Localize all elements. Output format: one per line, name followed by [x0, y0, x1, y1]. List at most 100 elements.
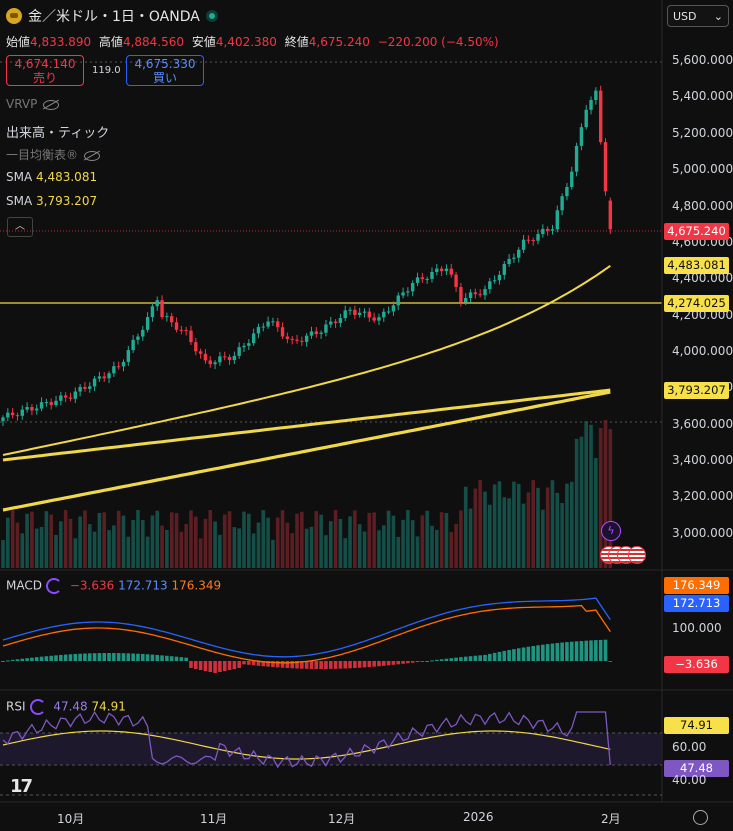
macd-histogram-bar	[54, 655, 58, 661]
macd-histogram-bar	[295, 661, 299, 669]
macd-legend[interactable]: MACD −3.636 172.713 176.349	[6, 578, 221, 594]
lightning-icon[interactable]: ϟ	[601, 521, 621, 541]
macd-histogram-bar	[608, 661, 613, 662]
macd-histogram-bar	[338, 661, 343, 669]
macd-histogram-bar	[68, 654, 73, 661]
macd-histogram-bar	[83, 653, 87, 661]
market-open-icon	[205, 10, 218, 22]
buy-button[interactable]: 4,675.330 買い	[126, 55, 204, 86]
candle-body	[492, 280, 497, 282]
sell-button[interactable]: 4,674.140 売り	[6, 55, 84, 86]
sell-label: 売り	[32, 71, 57, 85]
close-label: 終値	[284, 35, 309, 49]
candle-body	[179, 329, 184, 331]
sma-indicator-2[interactable]: SMA 3,793.207	[6, 194, 97, 208]
macd-histogram-bar	[247, 661, 251, 665]
vrvp-indicator[interactable]: VRVP	[6, 97, 60, 111]
rsi-legend[interactable]: RSI 47.48 74.91	[6, 699, 126, 715]
symbol-title: 金／米ドル・1日・OANDA	[28, 9, 200, 25]
volume-bar	[372, 512, 376, 568]
macd-histogram-bar	[468, 656, 473, 661]
macd-histogram-bar	[314, 661, 319, 669]
candle-body	[261, 326, 265, 328]
candle-body	[507, 258, 511, 265]
macd-histogram-bar	[531, 646, 535, 661]
eye-hidden-icon[interactable]	[43, 99, 60, 110]
candle-body	[256, 326, 261, 334]
candle-body	[594, 90, 598, 101]
candle-body	[449, 268, 453, 275]
candle-body	[348, 309, 352, 311]
candle-body	[536, 234, 540, 241]
volume-bar	[39, 526, 44, 568]
macd-histogram-bar	[430, 660, 434, 662]
candle-body	[271, 321, 275, 323]
volume-bar	[430, 525, 434, 568]
candle-body	[112, 366, 116, 374]
candle-body	[473, 292, 478, 295]
macd-histogram-bar	[396, 661, 401, 665]
candle-body	[574, 145, 579, 172]
macd-histogram-bar	[285, 661, 290, 669]
volume-bar	[381, 525, 386, 568]
symbol-header[interactable]: 金／米ドル・1日・OANDA	[6, 6, 218, 26]
candle-body	[39, 402, 44, 409]
volume-bar	[410, 520, 415, 568]
candle-body	[232, 355, 237, 361]
volume-bar	[531, 480, 535, 568]
price-axis-label: 3,600.000	[672, 416, 733, 431]
tradingview-logo[interactable]: 17	[10, 776, 33, 797]
candle-body	[309, 331, 314, 336]
volume-bar	[49, 514, 53, 568]
macd-histogram-bar	[406, 661, 410, 664]
macd-histogram-bar	[536, 645, 540, 661]
volume-bar	[304, 528, 309, 568]
sma-indicator-1[interactable]: SMA 4,483.081	[6, 170, 97, 184]
candle-body	[141, 329, 145, 337]
macd-histogram-bar	[381, 661, 386, 666]
loading-icon	[29, 699, 46, 715]
volume-bar	[165, 530, 169, 568]
macd-histogram-bar	[348, 661, 352, 669]
time-label: 10月	[57, 812, 85, 826]
candle-body	[338, 318, 343, 324]
candle-body	[83, 386, 87, 389]
volume-bar	[59, 521, 63, 568]
price-axis-label: 3,400.000	[672, 453, 733, 468]
us-event-flag-icon[interactable]	[628, 546, 646, 564]
price-axis-label: 4,800.000	[672, 198, 733, 213]
macd-histogram-bar	[92, 653, 97, 661]
volume-bar	[357, 524, 362, 568]
macd-histogram-bar	[367, 661, 372, 668]
settings-gear-icon[interactable]	[693, 810, 708, 825]
macd-histogram-bar	[203, 661, 208, 671]
macd-histogram-bar	[25, 658, 29, 661]
candle-body	[329, 321, 333, 325]
volume-bar	[290, 533, 294, 568]
macd-histogram-bar	[222, 661, 227, 671]
eye-hidden-icon[interactable]	[84, 150, 101, 161]
candle-body	[608, 200, 613, 230]
macd-histogram-bar	[362, 661, 367, 668]
volume-bar	[261, 510, 266, 568]
price-axis-label: 3,000.000	[672, 525, 733, 540]
macd-histogram-bar	[309, 661, 314, 669]
volume-bar	[444, 513, 449, 568]
candle-body	[411, 282, 415, 292]
volume-bar	[126, 536, 131, 568]
ichimoku-indicator[interactable]: 一目均衡表®	[6, 146, 101, 163]
candle-body	[435, 268, 439, 272]
collapse-indicators-button[interactable]: ︿	[7, 217, 33, 237]
price-axis-label: 5,600.000	[672, 53, 733, 68]
volume-bar	[92, 531, 97, 568]
candle-body	[88, 386, 92, 389]
volume-bar	[603, 420, 608, 568]
macd-signal-tag: 176.349	[664, 577, 729, 594]
volume-indicator[interactable]: 出来高・ティック	[6, 126, 110, 141]
macd-histogram-bar	[541, 644, 545, 661]
candle-body	[560, 196, 564, 211]
currency-select[interactable]: USD ⌄	[667, 5, 729, 27]
candle-body	[464, 297, 468, 303]
macd-histogram-bar	[343, 661, 348, 669]
